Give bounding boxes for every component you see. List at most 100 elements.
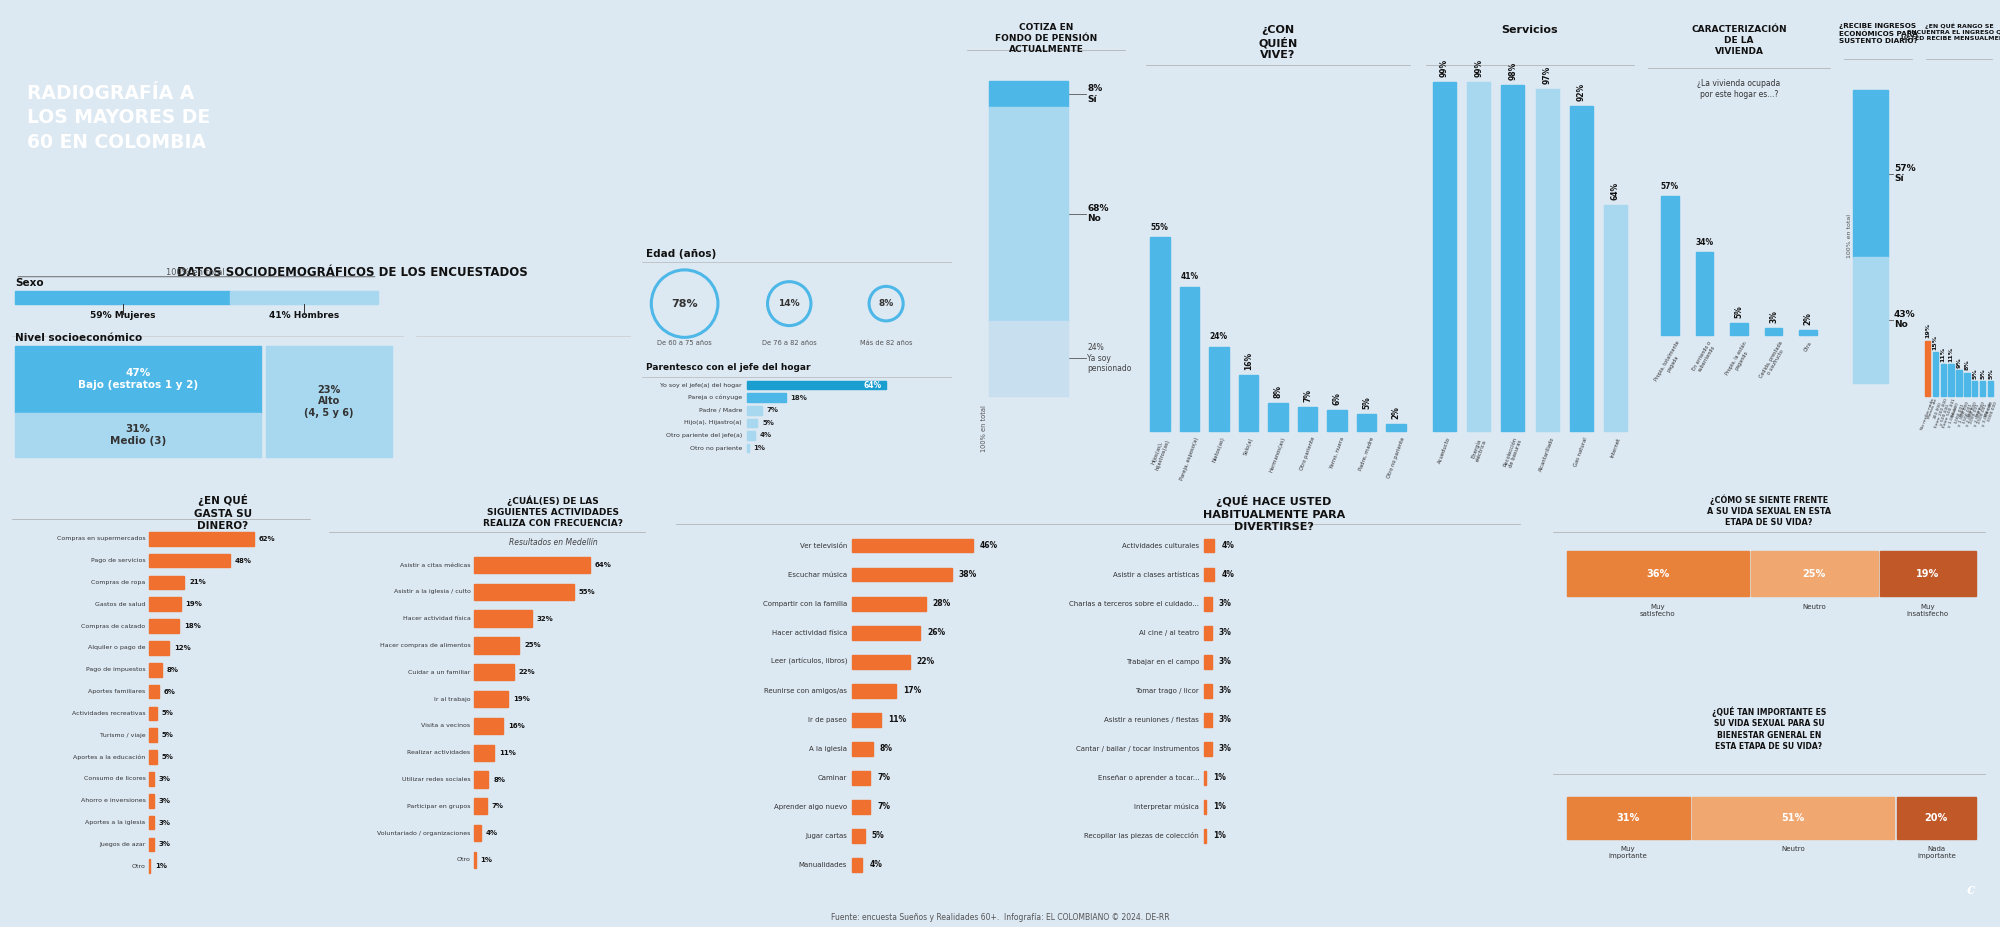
Text: Entre 200.000
y 500.000: Entre 200.000 y 500.000 [1934,399,1952,430]
Bar [852,713,880,727]
Text: 34%: 34% [1696,238,1714,247]
Text: 25%: 25% [1802,569,1826,578]
Text: De 60 a 75 años: De 60 a 75 años [658,340,712,346]
Bar [746,444,748,452]
Text: DATOS SOCIODEMOGRÁFICOS DE LOS ENCUESTADOS: DATOS SOCIODEMOGRÁFICOS DE LOS ENCUESTAD… [178,266,528,279]
Bar [1204,539,1214,552]
Text: Enseñar o aprender a tocar...: Enseñar o aprender a tocar... [1098,775,1200,781]
Text: Alquiler o pago de: Alquiler o pago de [88,645,146,651]
Text: Entre
1.500.001
y 2.000.000: Entre 1.500.001 y 2.000.000 [1956,399,1978,427]
Text: 4%: 4% [760,432,772,438]
Text: 3%: 3% [1218,629,1232,637]
Bar [1940,364,1946,396]
Bar [1386,425,1406,431]
Bar [1696,252,1714,335]
Text: 22%: 22% [916,657,934,667]
Bar [746,406,762,414]
Text: 18%: 18% [790,395,808,400]
Bar [988,82,1068,107]
Text: 31%: 31% [1616,813,1640,823]
Text: ¿CUÁL(ES) DE LAS
SIGUIENTES ACTIVIDADES
REALIZA CON FRECUENCIA?: ¿CUÁL(ES) DE LAS SIGUIENTES ACTIVIDADES … [484,496,624,528]
Bar [1180,286,1200,431]
Text: Hermanos(as): Hermanos(as) [1270,437,1286,474]
Text: 3%: 3% [158,798,170,804]
Text: Asistir a reuniones / fiestas: Asistir a reuniones / fiestas [1104,717,1200,723]
Text: 64%: 64% [594,562,612,568]
Bar [474,744,494,761]
Text: Ahorro e inversiones: Ahorro e inversiones [80,798,146,804]
Bar [148,532,254,546]
Text: Propia, la están
pagando: Propia, la están pagando [1724,340,1754,378]
Text: Actividades recreativas: Actividades recreativas [72,711,146,716]
Bar [474,611,532,627]
Text: Servicios: Servicios [1502,25,1558,35]
Bar [852,829,864,843]
Bar [1570,107,1592,431]
Bar [474,557,590,573]
Text: 19%: 19% [186,602,202,607]
Bar [746,381,886,389]
Bar [474,825,482,842]
Text: Parentesco con el jefe del hogar: Parentesco con el jefe del hogar [646,362,810,372]
Text: 11%: 11% [1948,347,1954,362]
Text: Gas natural: Gas natural [1574,437,1588,467]
Text: 68%
No: 68% No [1088,204,1108,223]
Bar [230,291,378,304]
Text: 3%: 3% [1218,716,1232,724]
Text: 8%: 8% [166,667,178,673]
Bar [1434,82,1456,431]
Text: Pareja, esposo(a): Pareja, esposo(a) [1180,437,1200,481]
Bar [1204,713,1212,727]
Text: Otro no pariente: Otro no pariente [1386,437,1406,479]
Text: De 76 a 82 años: De 76 a 82 años [762,340,816,346]
Text: 5%: 5% [1362,396,1372,409]
Text: 99%: 99% [1440,58,1450,77]
Text: 31%
Medio (3): 31% Medio (3) [110,425,166,446]
Text: 3%: 3% [1770,310,1778,323]
Bar [1604,205,1626,431]
Bar [148,619,180,633]
Bar [988,321,1068,396]
Text: 57%: 57% [1660,182,1680,191]
Text: Pareja o cónyuge: Pareja o cónyuge [688,395,742,400]
Bar [1896,797,1976,839]
Text: ¿La vivienda ocupada
por este hogar es...?: ¿La vivienda ocupada por este hogar es..… [1698,80,1780,99]
Text: 28%: 28% [932,599,950,608]
Text: 62%: 62% [258,536,276,541]
Text: 100% en total: 100% en total [982,405,988,452]
Bar [148,794,154,807]
Text: Visita a vecinos: Visita a vecinos [422,723,470,729]
Text: 18%: 18% [184,623,200,629]
Text: Otro no pariente: Otro no pariente [690,446,742,451]
Text: 46%: 46% [980,541,998,551]
Text: Hacer actividad física: Hacer actividad física [402,616,470,621]
Bar [852,800,870,814]
Text: 59% Mujeres: 59% Mujeres [90,311,156,320]
Text: Ir al trabajo: Ir al trabajo [434,696,470,702]
Text: Compartir con la familia: Compartir con la familia [762,601,848,607]
Text: CARACTERIZACIÓN
DE LA
VIVIENDA: CARACTERIZACIÓN DE LA VIVIENDA [1692,25,1786,56]
Text: 16%: 16% [1244,351,1252,370]
Text: 26%: 26% [928,629,946,637]
Text: Gastos de salud: Gastos de salud [96,602,146,607]
Bar [1356,413,1376,431]
Bar [1662,196,1678,335]
Text: 9%: 9% [1956,357,1962,367]
Text: Padre, madre: Padre, madre [1358,437,1374,472]
Bar [1932,352,1938,396]
Text: 55%: 55% [578,589,596,595]
Text: Entre 500.001
y 1.000.000: Entre 500.001 y 1.000.000 [1942,399,1960,430]
Text: ¿CÓMO SE SIENTE FRENTE
A SU VIDA SEXUAL EN ESTA
ETAPA DE SU VIDA?: ¿CÓMO SE SIENTE FRENTE A SU VIDA SEXUAL … [1706,494,1832,527]
Text: 8%: 8% [878,299,894,308]
Text: 47%
Bajo (estratos 1 y 2): 47% Bajo (estratos 1 y 2) [78,368,198,390]
Text: 1%: 1% [1214,803,1226,811]
Bar [1948,364,1954,396]
Bar [1988,381,1994,396]
Text: Acueducto: Acueducto [1438,437,1452,464]
Text: Menos de
200.000: Menos de 200.000 [1928,399,1942,421]
Text: ¿CON
QUIÉN
VIVE?: ¿CON QUIÉN VIVE? [1258,25,1298,60]
Text: 3%: 3% [158,842,170,847]
Text: 99%: 99% [1474,58,1484,77]
Text: Compras de calzado: Compras de calzado [82,624,146,629]
Text: Entre
2.500.001
y 3.000.000: Entre 2.500.001 y 3.000.000 [1972,399,1994,427]
